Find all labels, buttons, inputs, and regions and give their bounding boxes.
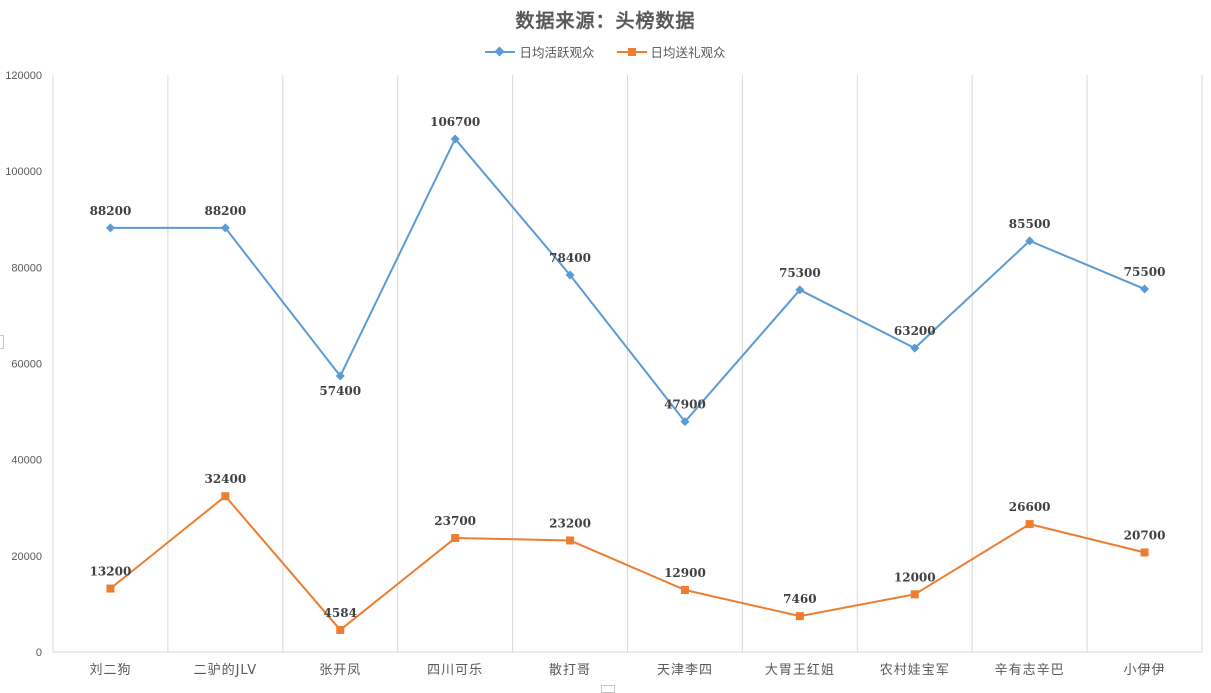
diamond-marker-icon[interactable]	[220, 223, 230, 233]
legend-item-active-viewers[interactable]: 日均活跃观众	[485, 42, 595, 61]
square-marker-icon[interactable]	[795, 612, 804, 621]
data-label: 26600	[1009, 500, 1051, 514]
square-marker-icon[interactable]	[1140, 548, 1149, 557]
diamond-marker-icon[interactable]	[910, 343, 920, 353]
data-label: 32400	[204, 472, 246, 486]
data-label: 106700	[430, 115, 480, 129]
x-tick-label: 农村娃宝军	[880, 663, 950, 678]
data-label: 75500	[1124, 265, 1166, 279]
data-label: 47900	[664, 398, 706, 412]
diamond-marker-icon[interactable]	[1140, 284, 1150, 294]
y-tick-label: 80000	[11, 262, 42, 274]
square-marker-icon[interactable]	[106, 584, 115, 593]
data-label: 78400	[549, 251, 591, 265]
data-label: 57400	[319, 384, 361, 398]
data-label: 12000	[894, 570, 936, 584]
diamond-line-icon	[485, 46, 516, 58]
x-tick-label: 散打哥	[549, 663, 591, 678]
diamond-marker-icon[interactable]	[565, 270, 575, 280]
diamond-marker-icon[interactable]	[795, 285, 805, 295]
data-label: 85500	[1009, 217, 1051, 231]
y-tick-label: 120000	[5, 70, 42, 82]
square-line-icon	[616, 46, 647, 58]
data-label: 88200	[204, 204, 246, 218]
x-tick-label: 辛有志辛巴	[995, 663, 1065, 678]
data-label: 88200	[90, 204, 132, 218]
square-marker-icon[interactable]	[566, 536, 575, 545]
diamond-marker-icon[interactable]	[105, 223, 115, 233]
data-label: 75300	[779, 266, 821, 280]
x-tick-label: 二驴的JLV	[194, 662, 258, 678]
square-marker-icon[interactable]	[451, 534, 460, 543]
x-tick-label: 小伊伊	[1124, 663, 1166, 678]
y-tick-label: 40000	[11, 455, 42, 467]
series-line[interactable]	[110, 137, 1145, 423]
series-active-viewers[interactable]: 88200 88200 57400 106700 78400 47900 75300 6320…	[90, 115, 1166, 427]
data-label: 12900	[664, 566, 706, 580]
legend-label: 日均送礼观众	[650, 45, 726, 60]
x-tick-label: 四川可乐	[427, 663, 483, 678]
data-label: 63200	[894, 324, 936, 338]
diamond-marker-icon[interactable]	[680, 417, 690, 427]
data-label: 7460	[783, 592, 816, 606]
diamond-marker-icon[interactable]	[1025, 236, 1035, 246]
square-marker-icon[interactable]	[680, 585, 689, 594]
legend-label: 日均活跃观众	[519, 45, 595, 60]
y-tick-label: 20000	[11, 551, 42, 563]
x-tick-label: 天津李四	[657, 663, 713, 678]
y-tick-label: 0	[36, 647, 42, 659]
data-label: 20700	[1124, 528, 1166, 542]
x-tick-label: 刘二狗	[89, 663, 131, 678]
square-marker-icon[interactable]	[336, 625, 345, 634]
data-label: 4584	[324, 606, 357, 620]
square-marker-icon[interactable]	[1025, 520, 1034, 529]
resize-handle-left[interactable]	[0, 335, 4, 349]
series-line[interactable]	[109, 495, 1145, 631]
x-tick-label: 大胃王红姐	[765, 662, 835, 678]
x-tick-label: 张开凤	[319, 663, 361, 678]
square-marker-icon[interactable]	[221, 492, 230, 501]
y-tick-label: 100000	[5, 166, 42, 178]
y-tick-label: 60000	[11, 359, 42, 371]
data-label: 23700	[434, 514, 476, 528]
chart-title: 数据来源：头榜数据	[515, 10, 696, 32]
series-gift-viewers[interactable]: 13200 32400 4584 23700 23200 12900 7460 12000 26…	[90, 472, 1166, 634]
data-label: 13200	[90, 565, 132, 579]
legend-item-gift-viewers[interactable]: 日均送礼观众	[616, 42, 726, 61]
square-marker-icon[interactable]	[910, 590, 919, 599]
data-label: 23200	[549, 516, 591, 530]
diamond-marker-icon[interactable]	[335, 371, 345, 381]
diamond-marker-icon[interactable]	[450, 134, 460, 144]
legend[interactable]: 日均活跃观众 日均送礼观众	[0, 42, 1211, 61]
resize-handle-bottom[interactable]	[601, 685, 615, 693]
